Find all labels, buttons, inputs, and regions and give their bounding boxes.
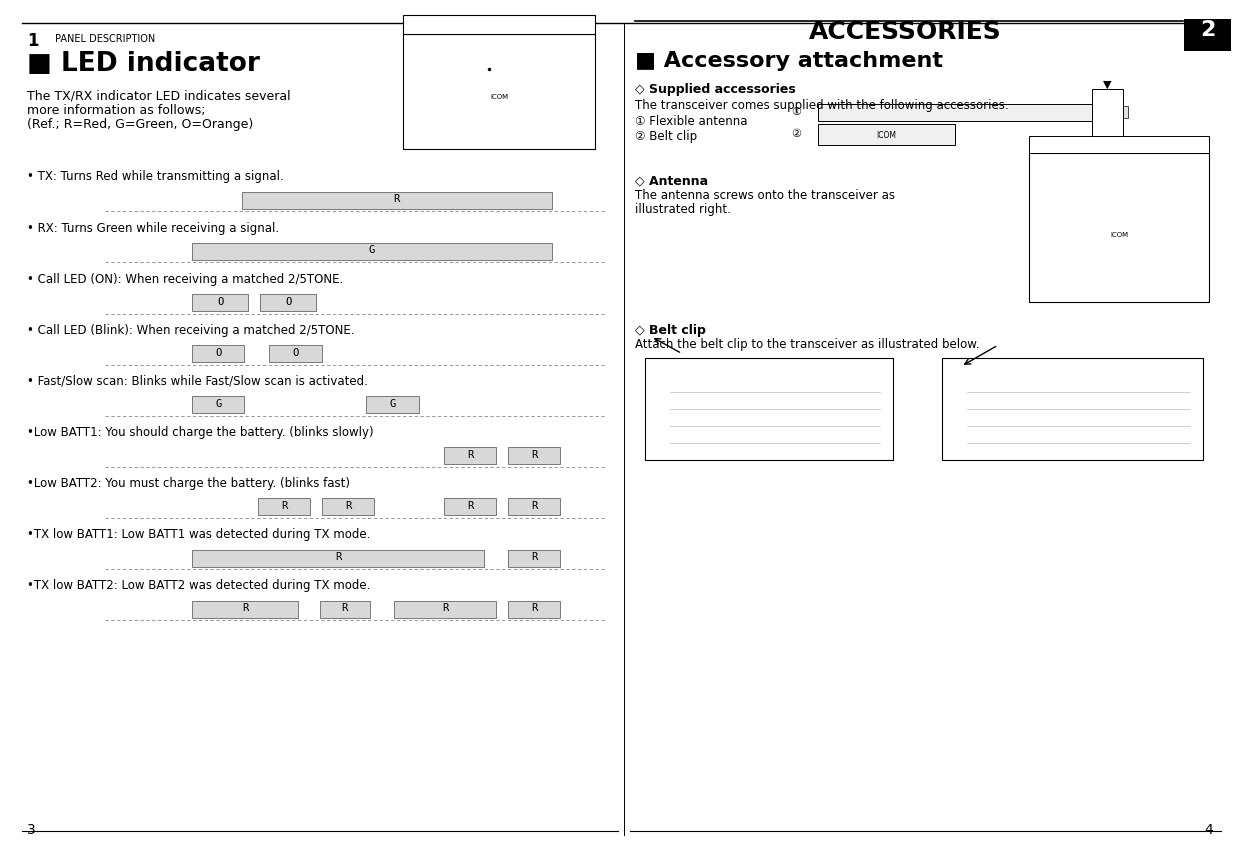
Text: R: R (242, 603, 248, 613)
Text: •Low BATT2: You must charge the battery. (blinks fast): •Low BATT2: You must charge the battery.… (27, 477, 350, 490)
Text: 1: 1 (27, 32, 38, 49)
Ellipse shape (470, 17, 497, 32)
Text: R: R (466, 501, 474, 511)
Text: The TX/RX indicator LED indicates several: The TX/RX indicator LED indicates severa… (27, 89, 291, 102)
Text: •TX low BATT2: Low BATT2 was detected during TX mode.: •TX low BATT2: Low BATT2 was detected du… (27, 579, 371, 592)
Text: G: G (215, 399, 222, 409)
Ellipse shape (820, 105, 842, 120)
Text: O: O (293, 348, 299, 358)
Ellipse shape (827, 127, 846, 141)
Bar (942, 358, 1203, 460)
Text: ◇ Belt clip: ◇ Belt clip (635, 324, 706, 337)
Bar (192, 294, 248, 311)
Text: ACCESSORIES: ACCESSORIES (808, 20, 1002, 44)
Text: 4: 4 (1204, 823, 1213, 837)
Text: •TX low BATT1: Low BATT1 was detected during TX mode.: •TX low BATT1: Low BATT1 was detected du… (27, 528, 371, 541)
Bar (818, 124, 955, 145)
Bar (508, 498, 560, 515)
Bar (192, 550, 484, 567)
Bar (403, 34, 595, 149)
Bar (260, 294, 316, 311)
Text: PANEL DESCRIPTION: PANEL DESCRIPTION (55, 34, 155, 44)
Bar (366, 396, 419, 413)
Text: ◇ Antenna: ◇ Antenna (635, 175, 708, 187)
Text: • TX: Turns Red while transmitting a signal.: • TX: Turns Red while transmitting a sig… (27, 170, 284, 183)
Bar (192, 345, 244, 362)
Bar (403, 15, 595, 34)
Text: O: O (217, 296, 223, 307)
Text: ▼: ▼ (1104, 79, 1112, 89)
Text: ② Belt clip: ② Belt clip (635, 130, 697, 143)
Text: ①: ① (791, 107, 801, 118)
Text: ICOM: ICOM (490, 95, 508, 101)
Text: • Fast/Slow scan: Blinks while Fast/Slow scan is activated.: • Fast/Slow scan: Blinks while Fast/Slow… (27, 375, 368, 388)
Bar (320, 601, 370, 618)
Text: •Low BATT1: You should charge the battery. (blinks slowly): •Low BATT1: You should charge the batter… (27, 426, 374, 439)
Text: ◇ Supplied accessories: ◇ Supplied accessories (635, 83, 796, 96)
Text: • Call LED (Blink): When receiving a matched 2/5TONE.: • Call LED (Blink): When receiving a mat… (27, 324, 355, 337)
Ellipse shape (1047, 138, 1074, 152)
Text: • Call LED (ON): When receiving a matched 2/5TONE.: • Call LED (ON): When receiving a matche… (27, 273, 343, 285)
Bar (192, 243, 552, 260)
Text: O: O (215, 348, 222, 358)
Text: R: R (393, 194, 401, 204)
Bar (508, 601, 560, 618)
Text: O: O (285, 296, 291, 307)
Text: ■ Accessory attachment: ■ Accessory attachment (635, 51, 942, 71)
Text: ① Flexible antenna: ① Flexible antenna (635, 115, 748, 128)
Bar (444, 447, 496, 464)
Text: R: R (466, 450, 474, 460)
Text: R: R (531, 552, 538, 562)
Bar (1092, 89, 1123, 136)
Text: R: R (531, 501, 538, 511)
Text: more information as follows;: more information as follows; (27, 104, 206, 117)
Bar (1184, 19, 1231, 51)
Text: 3: 3 (27, 823, 36, 837)
Text: • RX: Turns Green while receiving a signal.: • RX: Turns Green while receiving a sign… (27, 222, 279, 234)
Text: ICOM: ICOM (877, 130, 897, 140)
Bar (269, 345, 322, 362)
Text: ■ LED indicator: ■ LED indicator (27, 51, 260, 78)
Bar (818, 104, 1116, 121)
Bar (1097, 106, 1128, 118)
Ellipse shape (1096, 138, 1123, 152)
Text: (Ref.; R=Red, G=Green, O=Orange): (Ref.; R=Red, G=Green, O=Orange) (27, 118, 253, 131)
Bar (258, 498, 310, 515)
Text: ICOM: ICOM (1110, 233, 1128, 239)
Text: R: R (335, 552, 341, 562)
Bar (1029, 136, 1209, 153)
Bar (242, 192, 552, 209)
Text: 2: 2 (1200, 20, 1215, 40)
Bar (394, 601, 496, 618)
Text: G: G (368, 245, 376, 256)
Bar (645, 358, 893, 460)
Text: illustrated right.: illustrated right. (635, 203, 730, 216)
Bar (444, 498, 496, 515)
Ellipse shape (1146, 138, 1173, 152)
Text: The transceiver comes supplied with the following accessories.: The transceiver comes supplied with the … (635, 99, 1008, 112)
Ellipse shape (520, 17, 547, 32)
Text: R: R (531, 450, 538, 460)
Text: R: R (345, 501, 352, 511)
Bar (192, 396, 244, 413)
Text: G: G (389, 399, 396, 409)
Ellipse shape (420, 17, 448, 32)
Text: Attach the belt clip to the transceiver as illustrated below.: Attach the belt clip to the transceiver … (635, 338, 980, 351)
Bar (192, 601, 298, 618)
Text: R: R (531, 603, 538, 613)
Bar (322, 498, 374, 515)
Bar (508, 447, 560, 464)
Bar (508, 550, 560, 567)
Text: ②: ② (791, 130, 801, 139)
Text: R: R (441, 603, 449, 613)
Text: The antenna screws onto the transceiver as: The antenna screws onto the transceiver … (635, 189, 895, 202)
Text: R: R (280, 501, 288, 511)
Bar (1029, 153, 1209, 302)
Text: R: R (341, 603, 348, 613)
